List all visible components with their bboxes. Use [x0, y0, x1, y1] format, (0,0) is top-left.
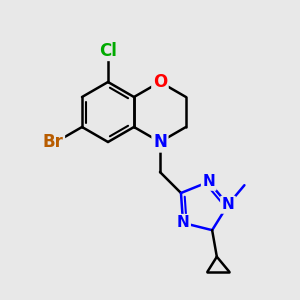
Text: N: N [202, 174, 215, 189]
Text: N: N [222, 197, 234, 212]
Text: Br: Br [43, 133, 64, 151]
Text: N: N [177, 215, 189, 230]
Text: O: O [153, 73, 167, 91]
Text: N: N [153, 133, 167, 151]
Text: Cl: Cl [99, 41, 117, 59]
